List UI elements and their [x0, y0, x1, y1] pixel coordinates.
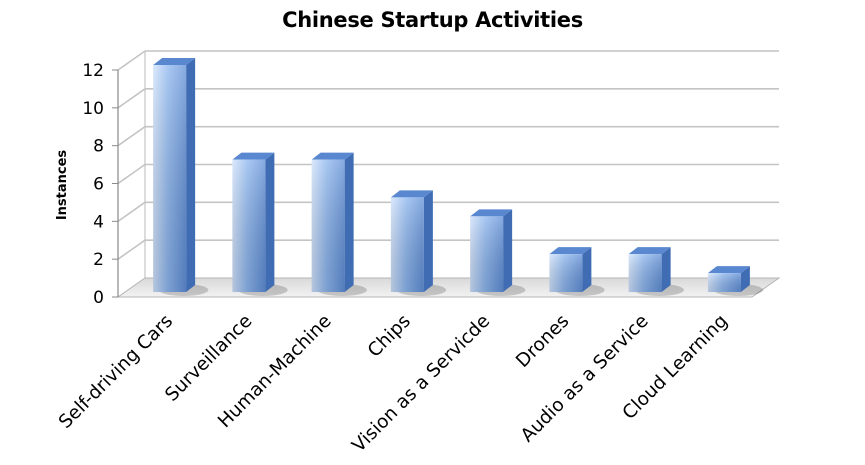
gridline-depth: [117, 163, 146, 185]
bar: [470, 209, 526, 296]
bar-side: [344, 152, 354, 292]
bar: [153, 58, 209, 296]
gridline-depth: [117, 88, 146, 109]
chart-floor: [116, 277, 781, 298]
bars: [153, 58, 764, 296]
chart-title: Chinese Startup Activities: [282, 8, 583, 32]
gridline-depth: [117, 201, 146, 222]
bar-top: [390, 190, 433, 198]
bar-top: [628, 247, 671, 255]
bar-top: [232, 152, 275, 160]
bar-front-shade: [628, 254, 662, 292]
bar-front-shade: [311, 159, 345, 292]
bar: [707, 266, 764, 296]
bar-side: [582, 247, 592, 292]
bar-top: [470, 209, 513, 217]
y-tick-label: 4: [93, 212, 104, 232]
bar-front-shade: [470, 216, 504, 292]
bar-top: [311, 152, 354, 160]
y-tick-label: 2: [93, 250, 104, 270]
y-tick-label: 0: [93, 288, 104, 308]
bar: [390, 190, 447, 296]
bar-side: [740, 266, 750, 292]
y-tick-label: 10: [82, 99, 104, 119]
bar-side: [503, 209, 513, 292]
bar-top: [707, 266, 750, 274]
axes: [112, 69, 119, 298]
bar-front-shade: [549, 254, 583, 292]
gridlines: [116, 50, 781, 298]
x-tick-label: Self-driving Cars: [55, 311, 177, 433]
x-tick-label: Chips: [364, 311, 415, 362]
y-axis-title: Instances: [55, 150, 70, 221]
gridline-depth: [117, 50, 146, 71]
bar-front-shade: [232, 159, 266, 292]
bar-side: [423, 190, 433, 292]
y-tick-label: 8: [93, 137, 104, 157]
bar: [311, 152, 367, 296]
bar-side: [265, 152, 275, 292]
x-tick-label: Vision as a Servicde: [348, 311, 494, 457]
bar: [549, 247, 605, 296]
bar: [232, 152, 288, 296]
bar: [628, 247, 684, 296]
gridline-depth: [117, 239, 146, 260]
bar-front-shade: [390, 197, 424, 292]
bar-side: [661, 247, 671, 292]
bar-front-shade: [707, 273, 741, 292]
bar-top: [549, 247, 592, 255]
bar-top: [153, 58, 196, 65]
y-tick-label: 12: [82, 61, 104, 81]
bar-front-shade: [153, 65, 187, 292]
gridline-depth: [117, 126, 146, 147]
bar-side: [186, 58, 196, 292]
y-tick-label: 6: [93, 175, 104, 195]
x-tick-label: Drones: [512, 311, 573, 372]
